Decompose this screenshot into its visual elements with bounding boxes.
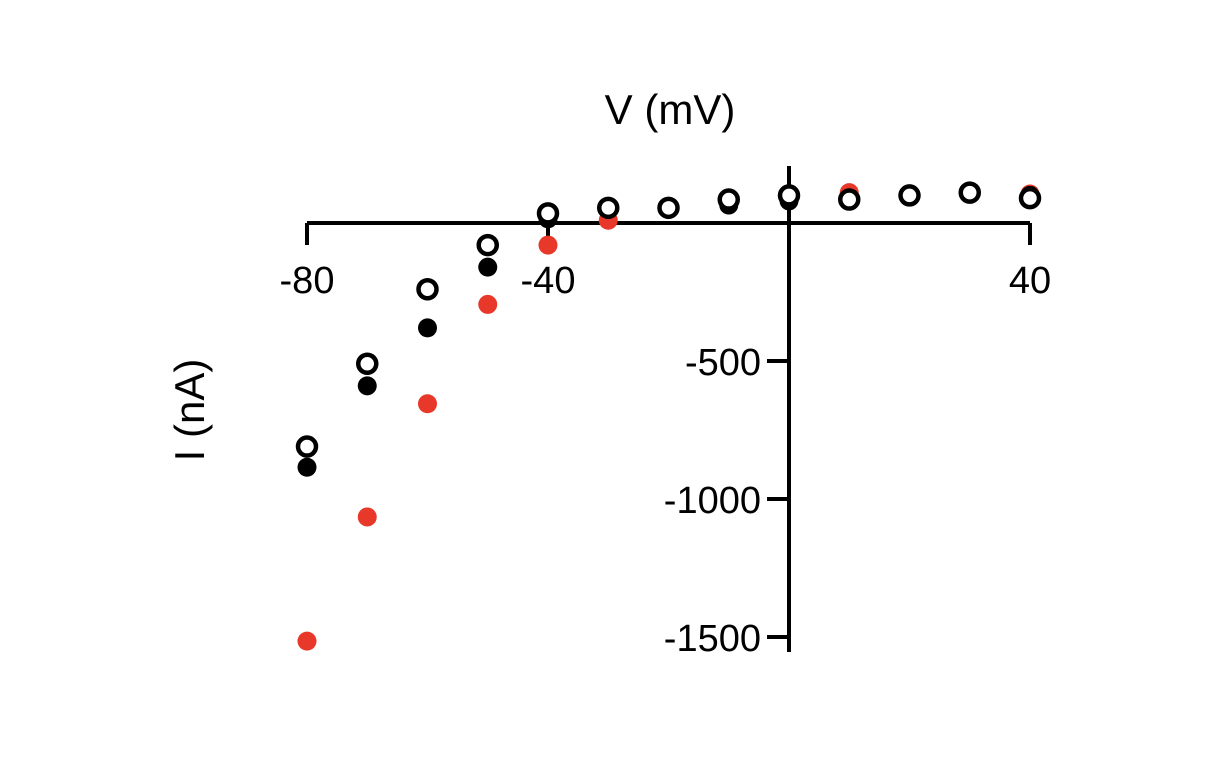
x-tick-label: -80 <box>280 260 335 302</box>
red-filled-point <box>357 507 377 527</box>
open-circle-point <box>777 184 801 207</box>
y-tick-label: -1500 <box>664 618 761 660</box>
black-filled-point <box>297 457 317 477</box>
black-filled-point <box>418 318 437 338</box>
open-circle-point <box>476 233 499 257</box>
open-circle-point <box>536 202 560 225</box>
x-tick-label: -40 <box>521 260 576 302</box>
open-circle-point <box>838 188 861 211</box>
red-filled-point <box>538 235 558 255</box>
red-filled-point <box>297 631 317 651</box>
y-axis-title: I (nA) <box>166 359 213 462</box>
x-tick-label: 40 <box>1009 260 1051 302</box>
black-filled-point <box>357 376 377 396</box>
y-tick-label: -1000 <box>664 480 761 522</box>
open-circle-point <box>958 181 981 204</box>
red-filled-point <box>478 294 498 314</box>
open-circle-point <box>717 188 740 211</box>
open-circle-point <box>1018 186 1042 210</box>
x-ticks: -80 -40 40 <box>280 223 1051 302</box>
x-axis-title: V (mV) <box>605 86 736 133</box>
axes <box>307 166 1030 652</box>
open-circle-point <box>416 277 439 301</box>
data-points <box>295 181 1042 651</box>
open-circle-point <box>356 352 379 376</box>
y-ticks: -500 -1000 -1500 <box>664 342 789 660</box>
y-tick-label: -500 <box>685 342 761 384</box>
open-circle-point <box>597 196 620 220</box>
black-filled-point <box>478 257 498 277</box>
open-circle-point <box>657 196 680 220</box>
red-filled-point <box>418 394 437 414</box>
open-circle-point <box>295 435 319 458</box>
open-circle-point <box>898 184 921 207</box>
